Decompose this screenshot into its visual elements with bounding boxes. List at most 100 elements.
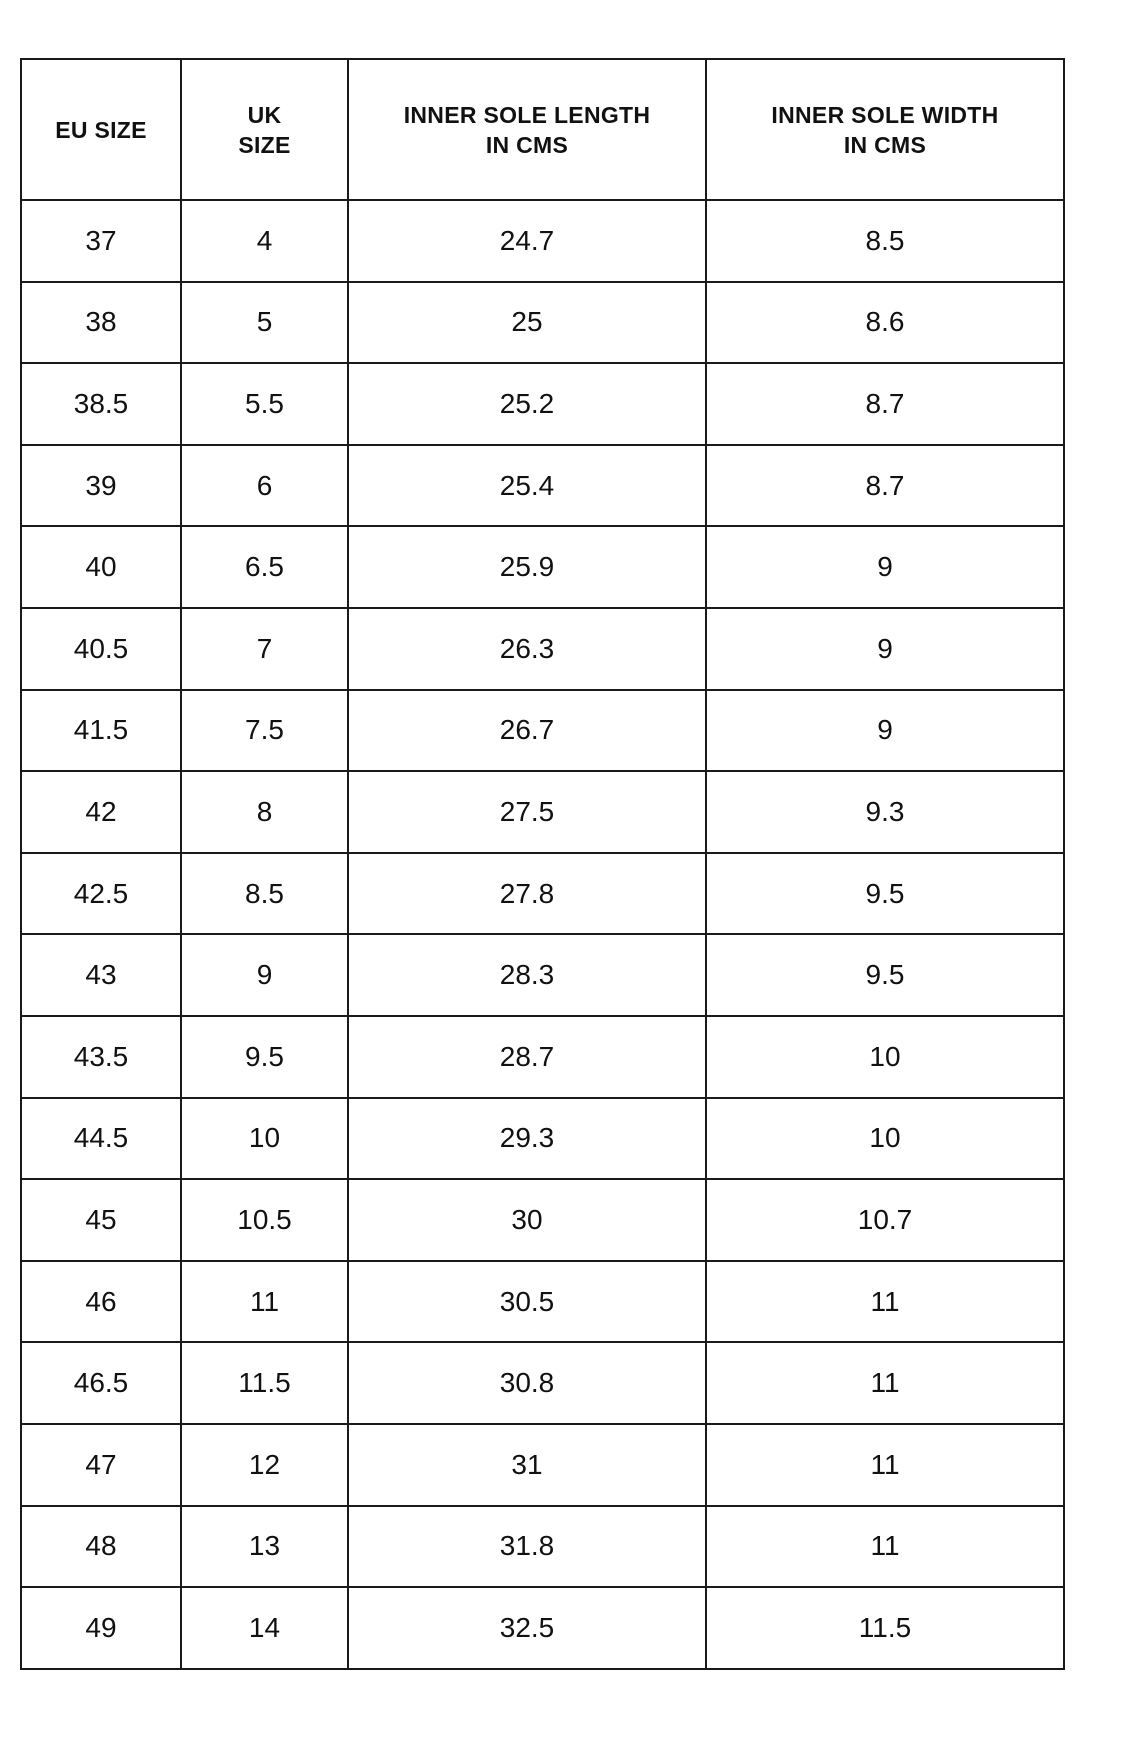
length-cell: 30 [347,1178,707,1262]
uk-size-cell: 11 [180,1259,349,1344]
table-row: 41.5 7.5 26.7 9 [20,688,1065,773]
table-row: 48 13 31.8 11 [20,1504,1065,1589]
table-row: 42 8 27.5 9.3 [20,770,1065,854]
table-row: 37 4 24.7 8.5 [20,199,1065,283]
eu-size-cell: 48 [20,1504,182,1589]
uk-size-cell: 9 [180,933,349,1017]
eu-size-cell: 37 [20,199,182,283]
eu-size-cell: 40.5 [20,606,182,691]
table-row: 43 9 28.3 9.5 [20,933,1065,1017]
eu-size-cell: 43 [20,933,182,1017]
uk-size-cell: 6 [180,443,349,528]
length-cell: 27.5 [347,770,707,854]
width-cell: 8.5 [705,199,1065,283]
eu-size-cell: 43.5 [20,1014,182,1099]
table-row: 38 5 25 8.6 [20,280,1065,365]
width-cell: 11.5 [705,1586,1065,1670]
length-cell: 27.8 [347,851,707,936]
width-cell: 9 [705,606,1065,691]
header-inner-sole-width: INNER SOLE WIDTH IN CMS [705,58,1065,201]
eu-size-cell: 38 [20,280,182,365]
uk-size-cell: 14 [180,1586,349,1670]
length-cell: 28.7 [347,1014,707,1099]
width-cell: 8.7 [705,443,1065,528]
eu-size-cell: 46 [20,1259,182,1344]
uk-size-cell: 10.5 [180,1178,349,1262]
eu-size-cell: 41.5 [20,688,182,773]
uk-size-cell: 8.5 [180,851,349,936]
eu-size-cell: 44.5 [20,1096,182,1181]
table-row: 46 11 30.5 11 [20,1259,1065,1344]
header-label: EU SIZE [55,116,147,143]
width-cell: 10 [705,1096,1065,1181]
uk-size-cell: 13 [180,1504,349,1589]
table-row: 42.5 8.5 27.8 9.5 [20,851,1065,936]
length-cell: 31.8 [347,1504,707,1589]
header-label: UK SIZE [238,101,291,158]
uk-size-cell: 12 [180,1422,349,1507]
header-eu-size: EU SIZE [20,58,182,201]
uk-size-cell: 4 [180,199,349,283]
table-row: 40.5 7 26.3 9 [20,606,1065,691]
eu-size-cell: 38.5 [20,362,182,446]
length-cell: 28.3 [347,933,707,1017]
width-cell: 10 [705,1014,1065,1099]
length-cell: 26.7 [347,688,707,773]
length-cell: 25 [347,280,707,365]
header-label: INNER SOLE WIDTH IN CMS [771,101,999,158]
table-row: 49 14 32.5 11.5 [20,1586,1065,1670]
eu-size-cell: 42.5 [20,851,182,936]
uk-size-cell: 6.5 [180,525,349,609]
uk-size-cell: 7.5 [180,688,349,773]
length-cell: 25.9 [347,525,707,609]
table-row: 43.5 9.5 28.7 10 [20,1014,1065,1099]
uk-size-cell: 8 [180,770,349,854]
width-cell: 9 [705,688,1065,773]
uk-size-cell: 5 [180,280,349,365]
uk-size-cell: 7 [180,606,349,691]
eu-size-cell: 40 [20,525,182,609]
table-row: 44.5 10 29.3 10 [20,1096,1065,1181]
length-cell: 25.2 [347,362,707,446]
table-row: 46.5 11.5 30.8 11 [20,1341,1065,1425]
width-cell: 9.3 [705,770,1065,854]
length-cell: 30.5 [347,1259,707,1344]
width-cell: 11 [705,1504,1065,1589]
table-row: 40 6.5 25.9 9 [20,525,1065,609]
header-uk-size: UK SIZE [180,58,349,201]
length-cell: 32.5 [347,1586,707,1670]
eu-size-cell: 39 [20,443,182,528]
width-cell: 8.6 [705,280,1065,365]
width-cell: 9.5 [705,933,1065,1017]
table-row: 45 10.5 30 10.7 [20,1178,1065,1262]
header-inner-sole-length: INNER SOLE LENGTH IN CMS [347,58,707,201]
width-cell: 9.5 [705,851,1065,936]
eu-size-cell: 49 [20,1586,182,1670]
uk-size-cell: 11.5 [180,1341,349,1425]
length-cell: 24.7 [347,199,707,283]
length-cell: 29.3 [347,1096,707,1181]
uk-size-cell: 10 [180,1096,349,1181]
header-label: INNER SOLE LENGTH IN CMS [403,101,651,158]
width-cell: 8.7 [705,362,1065,446]
eu-size-cell: 47 [20,1422,182,1507]
eu-size-cell: 42 [20,770,182,854]
width-cell: 11 [705,1341,1065,1425]
uk-size-cell: 5.5 [180,362,349,446]
eu-size-cell: 45 [20,1178,182,1262]
size-chart-table: EU SIZE UK SIZE INNER SOLE LENGTH IN CMS… [20,58,1065,1670]
table-row: 38.5 5.5 25.2 8.7 [20,362,1065,446]
width-cell: 10.7 [705,1178,1065,1262]
table-row: 47 12 31 11 [20,1422,1065,1507]
width-cell: 9 [705,525,1065,609]
table-row: 39 6 25.4 8.7 [20,443,1065,528]
uk-size-cell: 9.5 [180,1014,349,1099]
length-cell: 30.8 [347,1341,707,1425]
length-cell: 26.3 [347,606,707,691]
header-row: EU SIZE UK SIZE INNER SOLE LENGTH IN CMS… [20,58,1065,201]
length-cell: 25.4 [347,443,707,528]
width-cell: 11 [705,1259,1065,1344]
length-cell: 31 [347,1422,707,1507]
eu-size-cell: 46.5 [20,1341,182,1425]
width-cell: 11 [705,1422,1065,1507]
